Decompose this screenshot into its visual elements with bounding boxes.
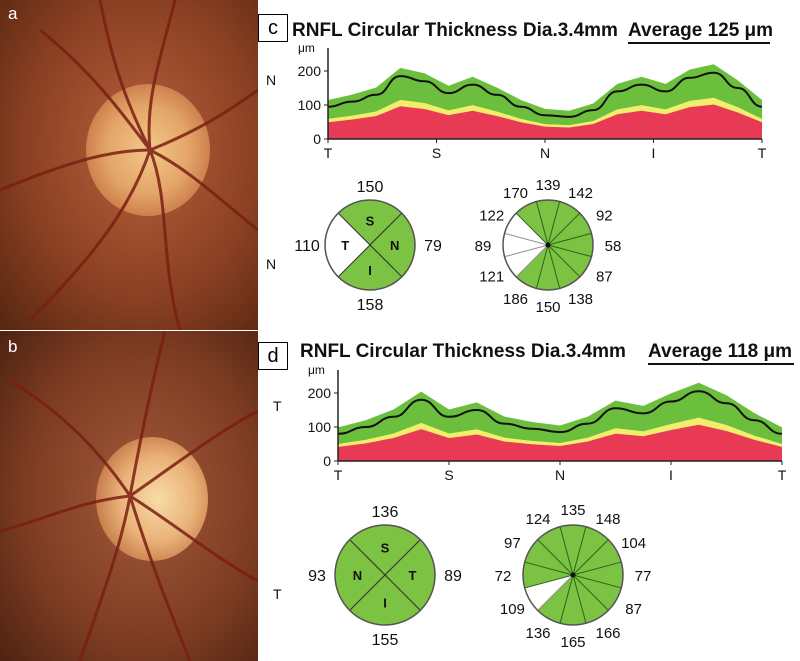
panel-d-average: Average 118 μm: [648, 341, 792, 363]
quadrant-letter: N: [390, 238, 399, 253]
panel-d-title: RNFL Circular Thickness Dia.3.4mm: [300, 341, 626, 362]
abnormal-band: [338, 424, 782, 461]
quadrant-letter: S: [366, 213, 375, 228]
clock-hour-value: 122: [479, 208, 504, 225]
clock-hour-value: 124: [525, 511, 550, 528]
clock-hour-value: 138: [568, 291, 593, 308]
y-axis-label: μm: [298, 41, 315, 55]
average-label: Average: [648, 341, 723, 362]
clock-hour-value: 165: [560, 634, 585, 651]
x-tick-label: T: [334, 467, 343, 483]
clock-hour-value: 139: [535, 177, 560, 194]
x-tick-label: I: [669, 467, 673, 483]
clock-hour-value: 97: [504, 535, 521, 552]
clock-outline: [502, 199, 594, 291]
rnfl-thickness-chart-c: 0 100 200 μm T S N I T: [298, 41, 767, 161]
clock-hour-value: 104: [621, 535, 646, 552]
fundus-photo-a: a: [0, 0, 258, 330]
quadrant-letter: I: [368, 263, 372, 278]
x-tick-label: T: [758, 145, 767, 161]
y-tick-label: 200: [298, 63, 322, 79]
panel-label-b: b: [8, 337, 18, 356]
average-label: Average: [628, 20, 703, 41]
side-label-d-bottom: T: [273, 586, 282, 602]
clock-hour-value: 186: [503, 291, 528, 308]
clock-outline: [522, 524, 624, 626]
panel-label-c: c: [258, 14, 288, 42]
x-tick-label: T: [778, 467, 787, 483]
clock-hour-value: 87: [625, 601, 642, 618]
borderline-band: [328, 97, 762, 128]
y-axis-label: μm: [308, 363, 325, 377]
quadrant-letter: N: [353, 568, 362, 583]
thickness-line: [337, 390, 783, 435]
y-tick-label: 0: [323, 453, 331, 469]
clock-center: [545, 242, 551, 248]
quadrant-value: 89: [444, 568, 462, 585]
side-label-c-bottom: N: [266, 256, 277, 272]
y-tick-label: 100: [298, 97, 322, 113]
clock-hour-value: 121: [479, 269, 504, 286]
quadrant-value: 79: [424, 238, 442, 255]
y-tick-label: 200: [308, 385, 332, 401]
quadrant-outline: [324, 199, 416, 291]
quadrant-letter: T: [341, 238, 349, 253]
normal-band: [328, 64, 762, 126]
y-tick-label: 0: [313, 131, 321, 147]
quadrant-value: 158: [357, 297, 384, 314]
rnfl-thickness-chart-d: 0 100 200 μm T S N I T: [308, 363, 787, 483]
average-underline: [648, 363, 794, 365]
clock-hour-value: 109: [500, 601, 525, 618]
clock-hour-value: 136: [525, 625, 550, 642]
panel-c-title: RNFL Circular Thickness Dia.3.4mm: [292, 20, 618, 41]
thickness-line: [327, 71, 763, 118]
x-tick-label: T: [324, 145, 333, 161]
clock-hour-value: 170: [503, 185, 528, 202]
clock-hour-value: 58: [605, 238, 622, 255]
clock-hour-value: 77: [635, 568, 652, 585]
clock-hour-value: 148: [595, 511, 620, 528]
panel-label-d: d: [258, 342, 288, 370]
quadrant-value: 93: [308, 568, 326, 585]
quadrant-diagram-c: S 150 N 79 I 158 T 110: [294, 179, 442, 314]
clock-hour-value: 142: [568, 185, 593, 202]
clock-hour-value: 166: [595, 625, 620, 642]
clock-hour-value: 87: [596, 269, 613, 286]
quadrant-letter: T: [409, 568, 417, 583]
quadrant-letter: S: [381, 541, 390, 556]
clock-hour-value: 135: [560, 502, 585, 519]
quadrant-letter: I: [383, 596, 387, 611]
quadrant-value: 155: [372, 632, 399, 649]
abnormal-band: [328, 104, 762, 139]
quadrant-value: 150: [357, 179, 384, 196]
panel-label-a: a: [8, 4, 18, 23]
average-underline: [628, 42, 770, 44]
x-tick-label: S: [432, 145, 441, 161]
clock-hour-value: 92: [596, 208, 613, 225]
normal-band: [338, 382, 782, 445]
y-tick-label: 100: [308, 419, 332, 435]
clock-hour-value: 150: [535, 299, 560, 316]
side-label-d-top: T: [273, 398, 282, 414]
quadrant-value: 136: [372, 504, 399, 521]
borderline-band: [338, 417, 782, 447]
side-label-c-top: N: [266, 72, 277, 88]
quadrant-outline: [334, 524, 436, 626]
x-tick-label: S: [444, 467, 453, 483]
average-value: 125 μm: [707, 20, 774, 41]
clock-center: [570, 572, 576, 578]
x-tick-label: N: [555, 467, 565, 483]
quadrant-diagram-d: S 136 T 89 I 155 N 93: [308, 504, 462, 649]
fundus-photo-b: b: [0, 331, 258, 661]
x-tick-label: N: [540, 145, 550, 161]
quadrant-value: 110: [294, 238, 320, 255]
x-tick-label: I: [652, 145, 656, 161]
average-value: 118 μm: [727, 341, 793, 362]
clock-hour-value: 89: [475, 238, 492, 255]
clock-hour-value: 72: [495, 568, 512, 585]
panel-c-average: Average 125 μm: [628, 20, 773, 42]
